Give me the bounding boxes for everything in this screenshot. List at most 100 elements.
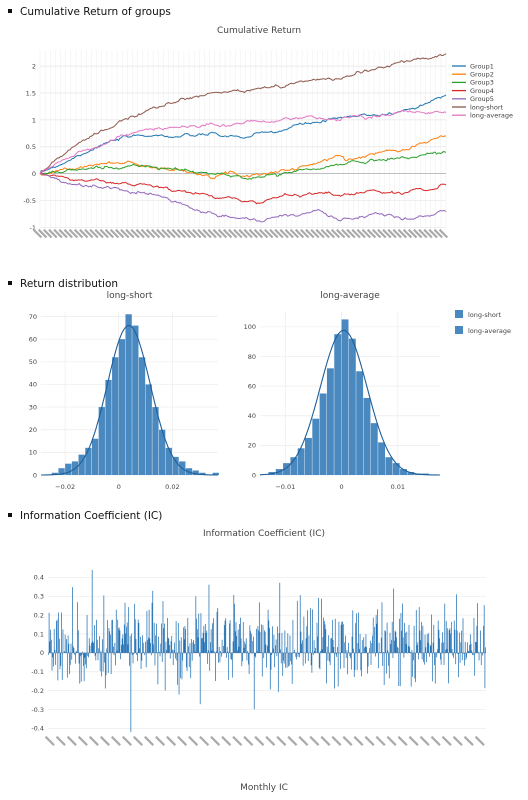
legend-label: Group1 (470, 62, 494, 70)
ic-bar (50, 629, 51, 653)
ic-bar (80, 652, 82, 682)
ic-bar (239, 624, 240, 653)
histogram-bar (290, 457, 298, 475)
ic-bar (96, 639, 98, 653)
ic-bar (410, 651, 411, 653)
ic-bar (99, 635, 100, 653)
x-tick-mark (156, 228, 166, 239)
x-tick-mark (375, 735, 386, 746)
x-tick-mark (120, 228, 130, 239)
ic-bar (358, 612, 359, 653)
ic-bar (70, 643, 72, 653)
ic-bar (86, 615, 88, 653)
ic-bar (401, 630, 403, 653)
y-tick-label: 0 (252, 471, 256, 479)
ic-bar (411, 650, 413, 653)
ic-bar (333, 647, 335, 653)
y-tick-label: 0.1 (34, 630, 44, 638)
ic-bar (207, 652, 208, 664)
x-tick-mark (243, 228, 253, 239)
x-tick-mark (186, 228, 197, 239)
ic-bar (189, 643, 191, 653)
ic-bar (399, 652, 401, 687)
x-tick-mark (418, 228, 428, 239)
ic-bar (196, 629, 198, 653)
x-tick-mark (294, 228, 305, 239)
histogram-bar (407, 472, 415, 475)
ic-bar (281, 632, 283, 653)
ic-bar (175, 652, 176, 659)
ic-bar (148, 609, 150, 653)
x-tick-mark (336, 228, 346, 239)
x-tick-mark (407, 228, 418, 239)
ic-bar (345, 635, 346, 653)
ic-bar (194, 643, 195, 653)
ic-bar (134, 619, 136, 653)
ic-bar (82, 651, 84, 653)
ic-bar (389, 632, 391, 653)
ic-bar (188, 646, 189, 653)
ic-bar (245, 644, 246, 653)
ic-bar (480, 630, 481, 653)
ic-bar (383, 652, 384, 653)
ic-bar (361, 640, 363, 653)
ic-bar (48, 612, 50, 653)
ic-bar (224, 620, 226, 653)
ic-bar (350, 652, 352, 670)
ic-bar (252, 641, 254, 653)
ic-bar (391, 639, 392, 653)
ic-bar (301, 643, 303, 653)
ic-bar (256, 628, 257, 653)
histogram-bar (152, 407, 159, 475)
histogram-bar (65, 463, 72, 475)
section-cumulative-return: Cumulative Return of groups (6, 6, 171, 18)
x-tick-mark (188, 735, 199, 746)
ic-bar (356, 652, 358, 671)
x-tick-mark (279, 228, 289, 239)
ic-bar (183, 639, 185, 653)
legend-swatch[interactable] (455, 310, 463, 318)
x-tick-mark (210, 735, 221, 746)
ic-bar (421, 621, 422, 653)
ic-bar (202, 638, 203, 653)
ic-bar (399, 618, 400, 653)
ic-bar (406, 631, 408, 653)
x-tick-mark (408, 735, 419, 746)
y-tick-label: 50 (29, 358, 37, 366)
x-tick-mark (177, 735, 188, 746)
ic-bar (463, 652, 465, 654)
x-tick-mark (63, 228, 73, 239)
ic-bar (451, 649, 453, 653)
legend-label: long-average (470, 112, 513, 120)
x-tick-mark (77, 735, 88, 746)
ic-bar (387, 650, 389, 653)
ic-bar (156, 652, 158, 653)
ic-bar (413, 652, 414, 661)
ic-bar (468, 650, 470, 653)
ic-bar (288, 652, 289, 667)
x-tick-mark (253, 228, 264, 239)
legend-swatch[interactable] (455, 326, 463, 334)
ic-bar (235, 622, 237, 653)
x-tick-mark (53, 228, 63, 239)
x-tick-mark (109, 228, 120, 239)
x-tick-mark (115, 228, 125, 239)
ic-bar (349, 652, 351, 657)
x-tick-mark (276, 735, 287, 746)
x-tick-mark (342, 735, 353, 746)
x-tick-mark (121, 735, 133, 746)
ic-bar (394, 640, 395, 653)
ic-bar (104, 652, 105, 663)
series-line (39, 94, 447, 174)
ic-bar (310, 608, 311, 653)
ic-bar (246, 652, 248, 661)
histogram-bar (58, 468, 65, 475)
x-tick-mark (89, 228, 99, 239)
ic-bar (450, 621, 452, 653)
x-tick-mark (55, 735, 66, 746)
ic-bar (372, 617, 374, 653)
ic-bar (385, 631, 386, 653)
ic-bar (423, 652, 425, 665)
ic-bar (477, 603, 478, 653)
ic-bar (75, 650, 77, 653)
